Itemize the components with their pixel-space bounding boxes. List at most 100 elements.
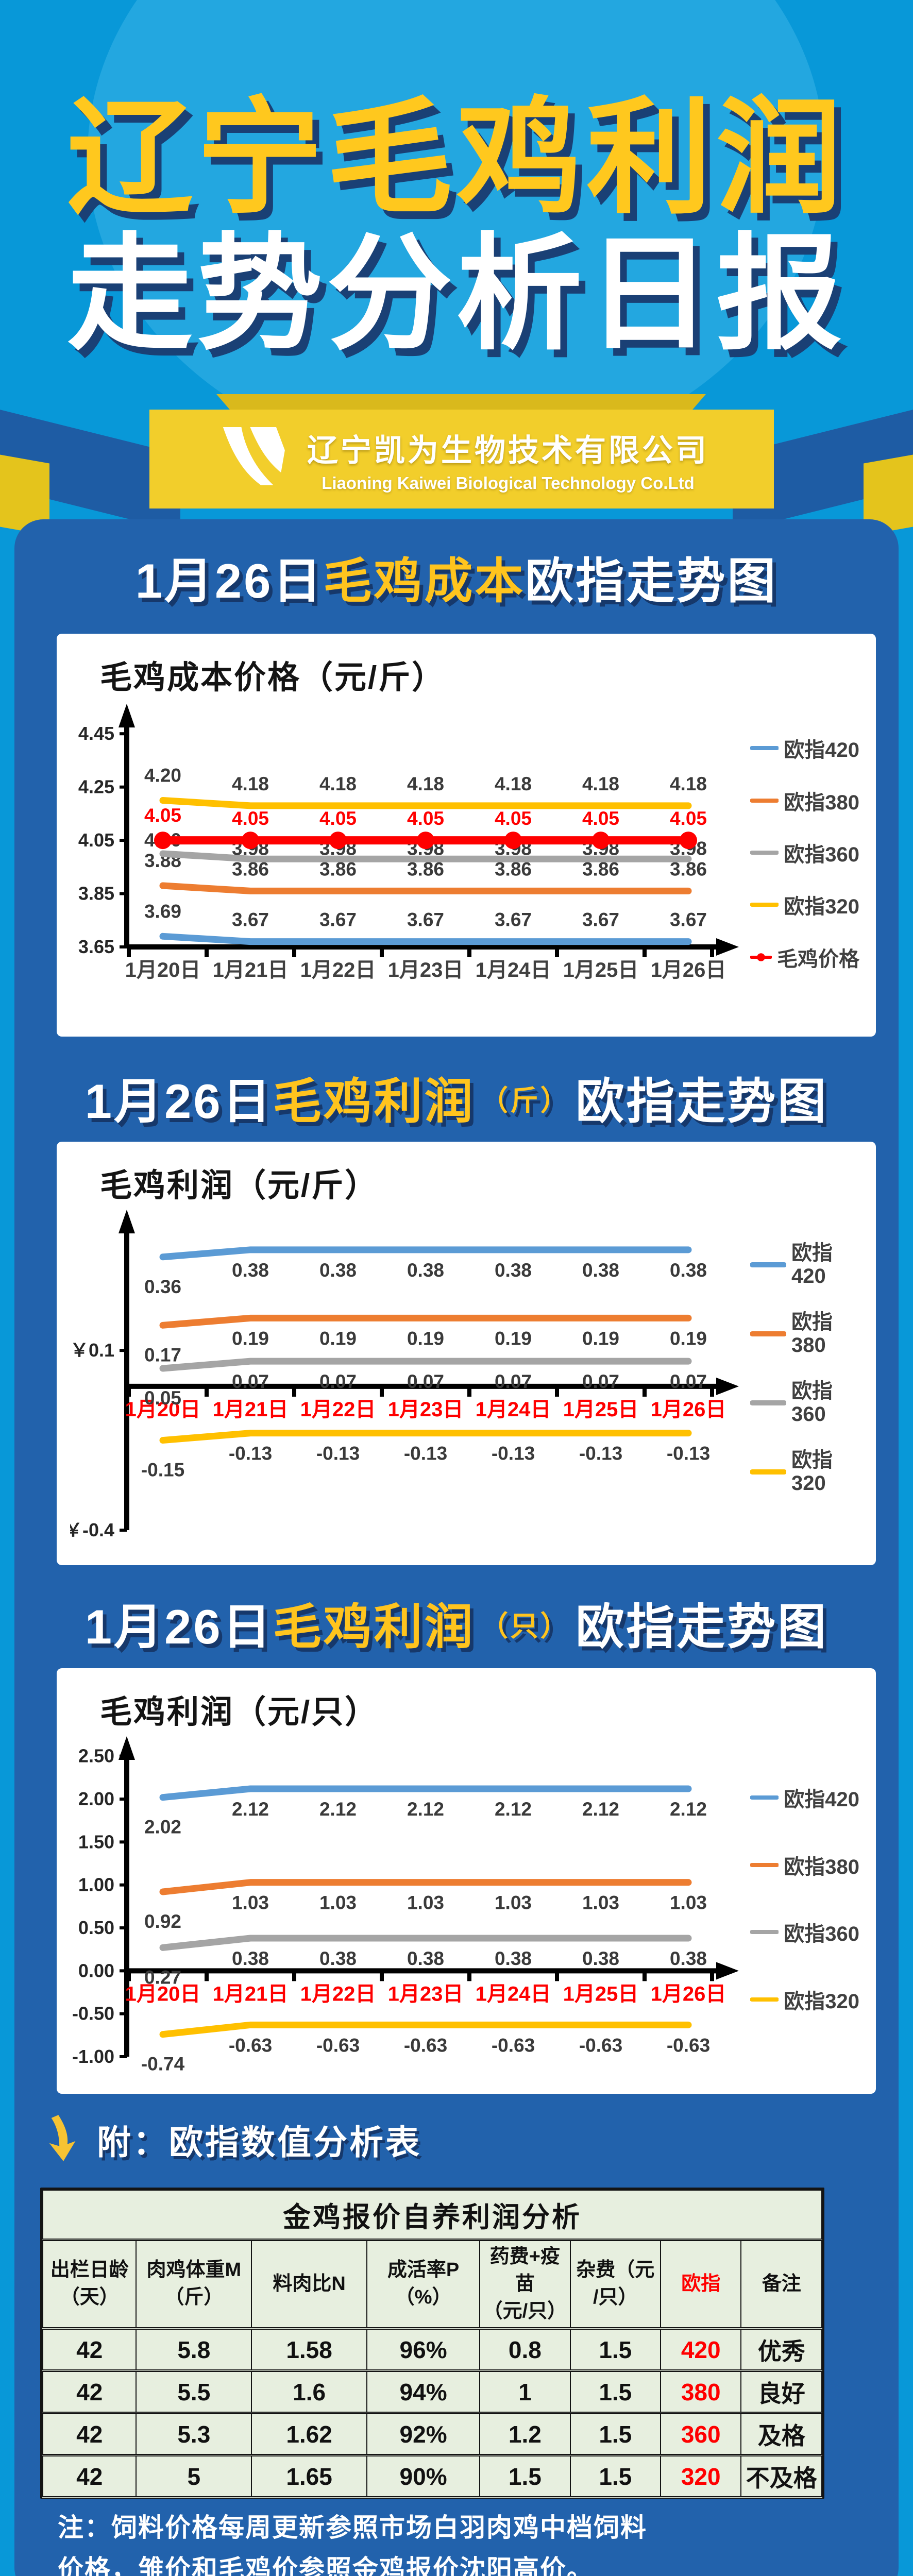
chart-profit-jin-legend: 欧指420 欧指380 欧指360 欧指320 (750, 1209, 859, 1544)
chart-card-cost: 毛鸡成本价格（元/斤） 4.45 4.25 4.05 3.85 3.65 1月20日 1月2… (57, 634, 876, 1037)
table-cell: 0.8 (479, 2328, 571, 2372)
table-body: 42 5.8 1.58 96% 0.8 1.5 420 优秀 42 5.5 1.6 94% 1 1.5 38… (42, 2328, 822, 2499)
table-cell: 1.6 (251, 2370, 367, 2415)
svg-text:1.03: 1.03 (670, 1892, 707, 1913)
table-cell: 320 (660, 2454, 742, 2499)
svg-text:0.38: 0.38 (495, 1260, 532, 1281)
svg-text:0.27: 0.27 (144, 1967, 181, 1988)
table-header-cell: 肉鸡体重M （斤） (136, 2239, 252, 2330)
footnote: 注：饲料价格每周更新参照市场白羽肉鸡中档饲料 价格，雏价和毛鸡价参照金鸡报价沈阳… (58, 2507, 836, 2576)
legend-label: 欧指320 (791, 1449, 833, 1495)
table-cell: 1.2 (479, 2412, 571, 2457)
content-panel: 1月26日毛鸡成本欧指走势图 毛鸡成本价格（元/斤） 4.45 4.25 4.05 3… (14, 519, 899, 2576)
svg-text:1.03: 1.03 (495, 1892, 532, 1913)
table-cell: 1 (479, 2370, 571, 2415)
svg-text:3.67: 3.67 (319, 909, 357, 930)
section-title-cost: 1月26日毛鸡成本欧指走势图 (14, 542, 899, 612)
legend-item-欧指380: 欧指380 (750, 1311, 859, 1357)
svg-text:0.07: 0.07 (670, 1371, 707, 1392)
svg-text:-0.50: -0.50 (72, 2003, 114, 2024)
svg-text:2.50: 2.50 (78, 1745, 114, 1767)
svg-text:2.12: 2.12 (582, 1799, 619, 1820)
table-row: 42 5.3 1.62 92% 1.2 1.5 360 及格 (42, 2412, 822, 2457)
table-cell: 1.62 (251, 2412, 367, 2457)
legend-item-欧指420: 欧指420 (750, 1242, 859, 1288)
svg-text:0.19: 0.19 (407, 1328, 444, 1349)
chart-card-profit-jin: 毛鸡利润（元/斤） ￥0.1 ￥-0.4 1月20日 1月21日 1月22日 1月23日 1… (57, 1142, 876, 1565)
svg-text:-0.13: -0.13 (579, 1443, 622, 1464)
ribbon-band: 辽宁凯为生物技术有限公司 Liaoning Kaiwei Biological … (149, 410, 774, 509)
svg-text:0.17: 0.17 (144, 1344, 181, 1365)
table-cell: 42 (42, 2454, 137, 2499)
svg-text:1月20日: 1月20日 (125, 1398, 201, 1421)
svg-text:1月22日: 1月22日 (300, 959, 376, 981)
svg-text:1.03: 1.03 (319, 1892, 357, 1913)
svg-text:1月24日: 1月24日 (476, 959, 551, 981)
table-cell: 96% (366, 2328, 481, 2372)
table-header-cell: 欧指 (660, 2239, 742, 2330)
svg-text:-0.63: -0.63 (316, 2035, 360, 2056)
table-cell: 380 (660, 2370, 742, 2415)
legend-item-欧指360: 欧指360 (750, 838, 859, 868)
svg-text:-1.00: -1.00 (72, 2046, 114, 2067)
svg-text:0.38: 0.38 (319, 1948, 357, 1969)
table-cell: 良好 (740, 2370, 822, 2415)
main-title-line1: 辽宁毛鸡利润 (67, 88, 846, 228)
svg-text:4.18: 4.18 (495, 773, 532, 794)
appendix-header: 附：欧指数值分析表 (43, 2112, 421, 2166)
svg-text:0.07: 0.07 (407, 1371, 444, 1392)
svg-text:-0.15: -0.15 (141, 1460, 184, 1481)
section-title-date: 1月26日 (135, 554, 324, 608)
table-title: 金鸡报价自养利润分析 (42, 2190, 822, 2241)
svg-text:1月26日: 1月26日 (651, 1398, 726, 1421)
table-header-cell: 备注 (740, 2239, 822, 2330)
table-header-row: 出栏日龄 （天） 肉鸡体重M （斤） 料肉比N 成活率P （%） 药费+疫苗 （元/只） 杂费（元… (42, 2239, 822, 2330)
svg-text:1月26日: 1月26日 (651, 1982, 726, 2005)
legend-item-欧指360: 欧指360 (750, 1380, 859, 1426)
svg-text:1月20日: 1月20日 (125, 1982, 201, 2005)
svg-text:1月26日: 1月26日 (651, 959, 726, 981)
table-header-cell: 成活率P （%） (366, 2239, 481, 2330)
svg-text:4.05: 4.05 (582, 808, 619, 829)
svg-text:2.12: 2.12 (495, 1799, 532, 1820)
legend-item-欧指320: 欧指320 (750, 1985, 859, 2014)
table-cell: 5 (136, 2454, 252, 2499)
table-cell: 42 (42, 2328, 137, 2372)
main-title-line2: 走势分析日报 (67, 223, 846, 364)
table-cell: 420 (660, 2328, 742, 2372)
svg-text:-0.63: -0.63 (579, 2035, 622, 2056)
chart-profit-bird-title: 毛鸡利润（元/只） (100, 1694, 379, 1730)
table-header-cell: 出栏日龄 （天） (42, 2239, 137, 2330)
svg-text:3.65: 3.65 (78, 936, 114, 957)
svg-text:0.38: 0.38 (582, 1948, 619, 1969)
chart-card-profit-bird: 毛鸡利润（元/只） 2.50 2.00 1.50 1.00 0.50 0.00 -0.50 -… (57, 1668, 876, 2094)
legend-item-欧指360: 欧指360 (750, 1917, 859, 1947)
svg-text:2.12: 2.12 (232, 1799, 269, 1820)
svg-text:1.50: 1.50 (78, 1831, 114, 1852)
svg-text:0.07: 0.07 (582, 1371, 619, 1392)
svg-text:4.18: 4.18 (582, 773, 619, 794)
chart-cost-title: 毛鸡成本价格（元/斤） (100, 660, 446, 696)
svg-text:-0.13: -0.13 (404, 1443, 447, 1464)
svg-text:0.19: 0.19 (232, 1328, 269, 1349)
table-row: 42 5.8 1.58 96% 0.8 1.5 420 优秀 (42, 2328, 822, 2372)
section-title-unit: （斤） (480, 1084, 571, 1116)
svg-text:-0.63: -0.63 (492, 2035, 535, 2056)
section-title-unit: （只） (480, 1610, 571, 1642)
svg-text:1月23日: 1月23日 (388, 1398, 464, 1421)
svg-text:0.05: 0.05 (144, 1387, 181, 1409)
svg-text:2.02: 2.02 (144, 1817, 181, 1838)
table-cell: 不及格 (740, 2454, 822, 2499)
legend-label: 欧指380 (784, 1855, 859, 1878)
table-header-cell: 药费+疫苗 （元/只） (479, 2239, 571, 2330)
legend-item-毛鸡价格: 毛鸡价格 (750, 942, 859, 972)
svg-text:1月24日: 1月24日 (476, 1982, 551, 2005)
svg-text:1月25日: 1月25日 (563, 1398, 639, 1421)
svg-text:4.18: 4.18 (670, 773, 707, 794)
svg-text:4.05: 4.05 (495, 808, 532, 829)
svg-text:0.50: 0.50 (78, 1917, 114, 1938)
section-title-highlight: 毛鸡成本 (323, 554, 526, 608)
svg-text:3.69: 3.69 (144, 901, 181, 922)
svg-text:4.05: 4.05 (144, 805, 181, 826)
company-name-en: Liaoning Kaiwei Biological Technology Co… (322, 473, 695, 493)
